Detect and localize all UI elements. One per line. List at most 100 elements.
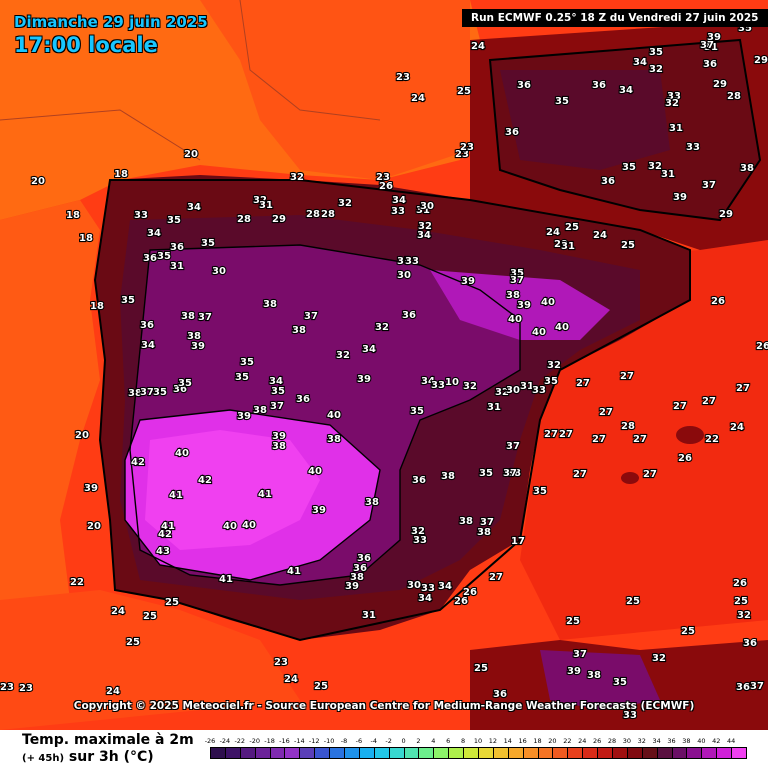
region-france-hot <box>500 70 670 170</box>
scale-swatch <box>358 747 375 759</box>
scale-swatch <box>239 747 256 759</box>
temperature-label: 20 <box>184 149 198 160</box>
temperature-label: 38 <box>350 572 364 583</box>
temperature-label: 42 <box>131 457 145 468</box>
temperature-label: 39 <box>461 276 475 287</box>
temperature-label: 26 <box>454 596 468 607</box>
temperature-label: 31 <box>704 42 718 53</box>
scale-swatch <box>269 747 286 759</box>
scale-tick-label: -26 <box>204 737 216 745</box>
temperature-label: 38 <box>187 331 201 342</box>
temperature-label: 36 <box>140 320 154 331</box>
temperature-label: 33 <box>421 583 435 594</box>
scale-tick-label: -24 <box>219 737 231 745</box>
temperature-label: 27 <box>573 469 587 480</box>
temperature-label: 36 <box>173 384 187 395</box>
scale-swatch <box>671 747 688 759</box>
temperature-label: 37 <box>140 387 154 398</box>
temperature-map: 23 24 24 25 23 23 20 20 18 32 26 23 34 33 31 30 32 34 33 35… <box>0 0 768 730</box>
temperature-label: 42 <box>198 475 212 486</box>
temperature-label: 34 <box>141 340 155 351</box>
scale-swatch <box>686 747 703 759</box>
temperature-label: 32 <box>375 322 389 333</box>
temperature-label: 23 <box>460 142 474 153</box>
temperature-label: 35 <box>397 256 411 267</box>
scale-tick-label: -18 <box>264 737 275 745</box>
temperature-label: 23 <box>396 72 410 83</box>
temperature-label: 36 <box>493 689 507 700</box>
temperature-label: 20 <box>75 430 89 441</box>
temperature-label: 39 <box>345 581 359 592</box>
temperature-label: 39 <box>707 32 721 43</box>
temperature-label: 31 <box>170 261 184 272</box>
temperature-label: 24 <box>411 93 425 104</box>
temperature-label: 34 <box>269 376 283 387</box>
scale-swatch <box>492 747 509 759</box>
temperature-label: 37 <box>503 468 517 479</box>
temperature-label: 28 <box>727 91 741 102</box>
temperature-label: 23 <box>455 149 469 160</box>
temperature-label: 25 <box>566 616 580 627</box>
temperature-label: 33 <box>413 535 427 546</box>
temperature-label: 39 <box>84 483 98 494</box>
temperature-label: 36 <box>601 176 615 187</box>
temperature-label: 33 <box>667 91 681 102</box>
scale-tick-label: 40 <box>697 737 706 745</box>
temperature-label: 34 <box>417 230 431 241</box>
temperature-label: 30 <box>397 270 411 281</box>
scale-swatch <box>418 747 435 759</box>
temperature-label: 39 <box>567 666 581 677</box>
forecast-time: 17:00 locale <box>14 33 158 57</box>
legend-title: Temp. maximale à 2m <box>22 732 194 748</box>
legend-unit: sur 3h (°C) <box>68 749 154 765</box>
temperature-label: 22 <box>70 577 84 588</box>
temperature-label: 35 <box>410 406 424 417</box>
temperature-label: 20 <box>31 176 45 187</box>
temperature-label: 36 <box>143 253 157 264</box>
temperature-label: 34 <box>421 376 435 387</box>
temperature-label: 24 <box>106 686 120 697</box>
temperature-label: 31 <box>669 123 683 134</box>
temperature-label: 29 <box>554 239 568 250</box>
temperature-label: 38 <box>263 299 277 310</box>
region-atlantic <box>0 200 100 620</box>
temperature-label: 34 <box>418 593 432 604</box>
temperature-label: 34 <box>187 202 201 213</box>
scale-swatch <box>254 747 271 759</box>
temperature-label: 35 <box>622 162 636 173</box>
temperature-label: 38 <box>441 471 455 482</box>
temperature-label: 40 <box>541 297 555 308</box>
region-north-west-2 <box>200 0 470 180</box>
scale-tick-label: -20 <box>249 737 260 745</box>
temperature-label: 37 <box>750 681 764 692</box>
scale-swatch <box>403 747 420 759</box>
temperature-label: 32 <box>547 360 561 371</box>
temperature-label: 37 <box>510 275 524 286</box>
temperature-label: 32 <box>290 172 304 183</box>
scale-tick-label: 20 <box>548 737 557 745</box>
temperature-label: 36 <box>353 563 367 574</box>
scale-swatch <box>537 747 554 759</box>
temperature-label: 33 <box>391 206 405 217</box>
temperature-label: 37 <box>480 517 494 528</box>
temperature-label: 24 <box>284 674 298 685</box>
temperature-label: 32 <box>253 195 267 206</box>
scale-tick-label: 2 <box>416 737 421 745</box>
border-line <box>0 109 201 161</box>
temperature-label: 38 <box>327 434 341 445</box>
scale-tick-label: 6 <box>446 737 451 745</box>
temperature-label: 35 <box>121 295 135 306</box>
temperature-label: 42 <box>158 529 172 540</box>
temperature-label: 41 <box>169 490 183 501</box>
temperature-label: 40 <box>555 322 569 333</box>
temperature-label: 39 <box>191 341 205 352</box>
temperature-label: 32 <box>463 381 477 392</box>
legend-lead: (+ 45h) <box>22 753 65 764</box>
temperature-label: 34 <box>392 195 406 206</box>
temperature-label: 33 <box>405 256 419 267</box>
temperature-label: 26 <box>463 587 477 598</box>
legend-bar: Temp. maximale à 2m (+ 45h) sur 3h (°C) … <box>0 730 768 768</box>
temperature-label: 23 <box>0 682 14 693</box>
temperature-label: 39 <box>272 431 286 442</box>
scale-swatch <box>626 747 643 759</box>
